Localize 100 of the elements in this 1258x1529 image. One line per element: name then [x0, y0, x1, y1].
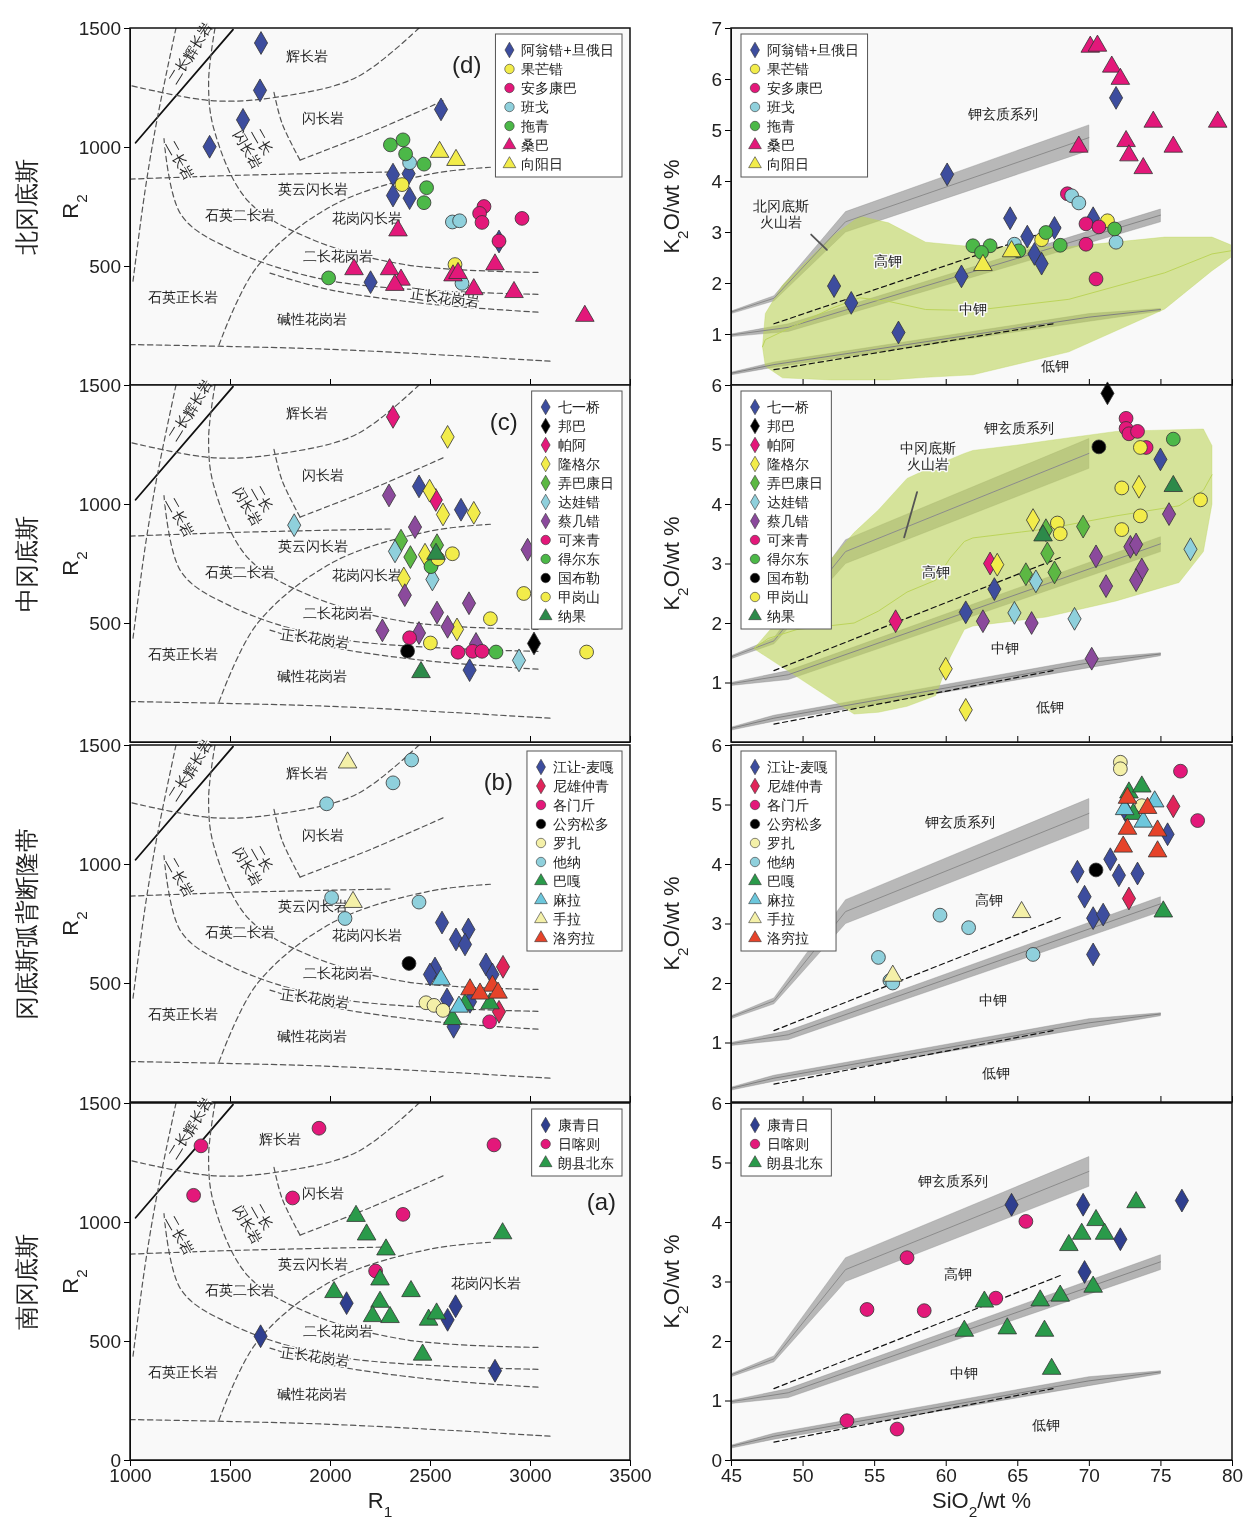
- y-tick-label: 6: [711, 68, 722, 90]
- legend-label: 蔡几错: [557, 513, 600, 529]
- y-tick-label: 5: [711, 1152, 722, 1174]
- annotation: (c): [489, 408, 518, 435]
- annotation: 闪长岩: [302, 1184, 344, 1201]
- annotation: 英云闪长岩: [278, 1255, 348, 1272]
- y-tick-label: 1500: [78, 734, 121, 756]
- annotation: 中钾: [979, 991, 1008, 1008]
- x-axis-title: R$_{1}$: [367, 1488, 393, 1520]
- annotation: (d): [452, 51, 482, 78]
- legend-label: 江让-麦嘎: [767, 759, 828, 775]
- annotation: 正长花岗岩: [279, 1343, 351, 1370]
- y-tick-label: 500: [89, 255, 121, 277]
- annotation: 钾玄质系列: [967, 105, 1039, 122]
- legend-label: 阿翁错+旦俄日: [521, 42, 614, 58]
- y-tick-label: 3: [711, 1271, 722, 1293]
- legend-label: 各门斤: [552, 797, 595, 813]
- y-tick-label: 500: [89, 612, 121, 634]
- annotation: 英云闪长岩: [278, 537, 348, 554]
- annotation: 高钾: [874, 253, 903, 270]
- annotation: 碱性花岗岩: [277, 1028, 347, 1045]
- annotation: 二长 闪长岩: [230, 482, 276, 529]
- legend-label: 康青日: [767, 1117, 809, 1133]
- annotation: 低钾: [1040, 358, 1069, 375]
- annotation: 石英正长岩: [148, 1363, 218, 1380]
- legend-label: 纳果: [557, 608, 586, 624]
- x-axis-title: SiO$_{2}$/wt %: [931, 1488, 1032, 1520]
- text: 中冈底斯: [13, 515, 40, 612]
- annotation: 高钾: [944, 1266, 973, 1283]
- legend-label: 邦巴: [557, 418, 586, 434]
- annotation: 二长辉长岩: [164, 1094, 216, 1162]
- x-tick-label: 3500: [609, 1465, 652, 1487]
- y-tick-label: 2: [711, 612, 722, 634]
- annotation: 钾玄质系列: [916, 1172, 988, 1189]
- annotation: 石英正长岩: [148, 288, 218, 305]
- legend-label: 得尔东: [767, 551, 809, 567]
- legend-label: 日喀则: [557, 1136, 600, 1152]
- legend-label: 果芒错: [767, 61, 809, 77]
- text: 冈底斯弧背断隆带: [13, 827, 40, 1020]
- annotation: 二长花岗岩: [303, 1323, 373, 1340]
- legend-label: 尼雄仲青: [552, 778, 609, 794]
- annotation: 二长辉长岩: [164, 19, 216, 87]
- y-tick-label: 500: [89, 1330, 121, 1352]
- legend-label: 达娃错: [767, 494, 809, 510]
- legend-label: 七一桥: [557, 399, 600, 415]
- annotation: 二长 闪长岩: [230, 125, 276, 172]
- legend-label: 拖青: [766, 118, 795, 134]
- annotation: 花岗闪长岩: [331, 927, 402, 944]
- annotation: 石英二长岩: [204, 206, 275, 223]
- y-tick-label: 4: [711, 493, 723, 515]
- x-tick-label: 2500: [409, 1465, 452, 1487]
- legend-label: 桑巴: [767, 137, 795, 153]
- legend-label: 朗县北东: [767, 1155, 823, 1171]
- y-tick-label: 5: [711, 794, 722, 816]
- legend-label: 麻拉: [552, 892, 581, 908]
- legend-label: 弄巴康日: [767, 475, 823, 491]
- x-tick-label: 80: [1221, 1465, 1244, 1487]
- annotation: 正长花岗岩: [409, 284, 481, 311]
- legend-label: 达娃错: [557, 494, 600, 510]
- x-tick-label: 70: [1078, 1465, 1100, 1487]
- y-tick-label: 6: [711, 734, 722, 756]
- legend-label: 桑巴: [521, 137, 550, 153]
- annotation: 碱性花岗岩: [277, 668, 347, 685]
- legend-label: 日喀则: [767, 1136, 809, 1152]
- annotation: 高钾: [974, 892, 1003, 909]
- legend-label: 安多康巴: [521, 80, 578, 96]
- legend-label: 罗扎: [552, 835, 581, 851]
- annotation: 正长花岗岩: [279, 985, 351, 1012]
- legend-label: 果芒错: [521, 61, 564, 77]
- annotation: 二长岩: [162, 1212, 198, 1258]
- legend-label: 他纳: [552, 854, 581, 870]
- annotation: 闪长岩: [302, 826, 344, 843]
- y-tick-label: 3: [711, 913, 722, 935]
- y-tick-label: 1: [711, 1032, 722, 1054]
- annotation: (b): [483, 768, 513, 795]
- y-tick-label: 1500: [78, 374, 121, 396]
- annotation: 辉长岩: [286, 764, 328, 781]
- y-tick-label: 6: [711, 1092, 722, 1114]
- annotation: 二长岩: [162, 494, 198, 540]
- legend-label: 安多康巴: [767, 80, 823, 96]
- legend-label: 尼雄仲青: [767, 778, 823, 794]
- y-tick-label: 3: [711, 221, 722, 243]
- annotation: 中钾: [990, 640, 1019, 657]
- y-tick-label: 500: [89, 972, 121, 994]
- x-tick-label: 55: [864, 1465, 886, 1487]
- annotation: 二长辉长岩: [164, 736, 216, 804]
- annotation: 辉长岩: [286, 47, 328, 64]
- legend-label: 公穷松多: [552, 816, 609, 832]
- legend-label: 向阳日: [767, 156, 809, 172]
- annotation: 二长岩: [162, 854, 198, 900]
- legend-label: 帕阿: [557, 437, 586, 453]
- annotation: 英云闪长岩: [278, 180, 348, 197]
- y-tick-label: 2: [711, 972, 722, 994]
- legend-label: 帕阿: [767, 437, 795, 453]
- x-tick-label: 3000: [509, 1465, 552, 1487]
- legend-label: 邦巴: [767, 418, 795, 434]
- annotation: 钾玄质系列: [923, 813, 995, 830]
- legend-label: 江让-麦嘎: [552, 759, 614, 775]
- annotation: 石英二长岩: [204, 923, 275, 940]
- annotation: 中钾: [950, 1364, 979, 1381]
